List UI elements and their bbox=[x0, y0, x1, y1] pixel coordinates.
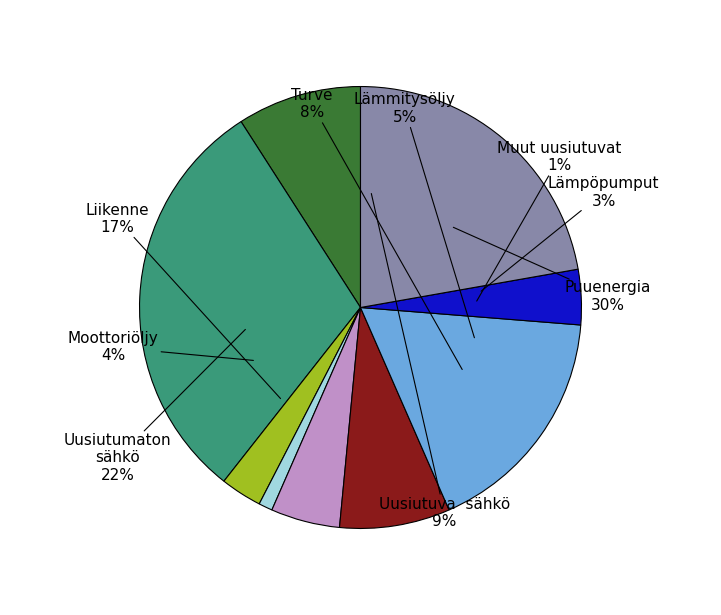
Text: Turve
8%: Turve 8% bbox=[291, 88, 462, 370]
Wedge shape bbox=[241, 87, 360, 308]
Wedge shape bbox=[272, 308, 360, 528]
Wedge shape bbox=[140, 122, 360, 481]
Text: Puuenergia
30%: Puuenergia 30% bbox=[454, 228, 651, 312]
Text: Muut uusiutuvat
1%: Muut uusiutuvat 1% bbox=[477, 141, 622, 301]
Text: Moottoriöljy
4%: Moottoriöljy 4% bbox=[68, 331, 253, 363]
Text: Uusiutumaton
sähkö
22%: Uusiutumaton sähkö 22% bbox=[63, 330, 245, 483]
Wedge shape bbox=[360, 87, 578, 308]
Text: Uusiutuva  sähkö
9%: Uusiutuva sähkö 9% bbox=[371, 194, 510, 529]
Wedge shape bbox=[340, 308, 449, 528]
Wedge shape bbox=[360, 269, 581, 325]
Text: Lämpöpumput
3%: Lämpöpumput 3% bbox=[481, 177, 659, 292]
Wedge shape bbox=[224, 308, 360, 504]
Wedge shape bbox=[260, 308, 360, 510]
Text: Liikenne
17%: Liikenne 17% bbox=[86, 203, 280, 399]
Wedge shape bbox=[360, 308, 581, 510]
Text: Lämmitysöljy
5%: Lämmitysöljy 5% bbox=[354, 92, 474, 338]
